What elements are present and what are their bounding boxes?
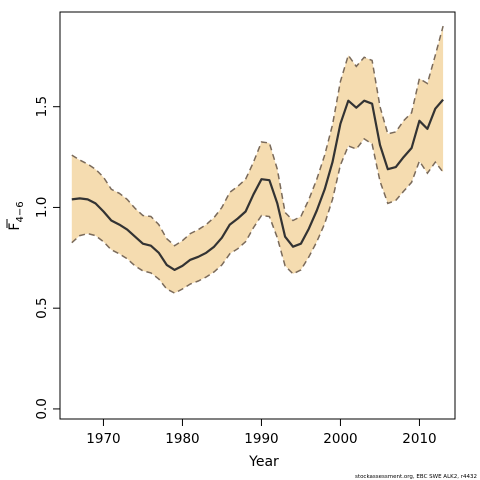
x-axis-title: Year [248,454,279,470]
y-axis-title: F4−6 [6,201,26,231]
lower-bound-line [71,137,444,294]
y-axis-title-main: F [7,223,23,231]
y-axis-title-subscript: 4−6 [15,201,26,222]
x-tick-label: 2010 [402,431,436,447]
x-tick-label: 1980 [165,431,199,447]
credit-text: stockassessment.org, EBC SWE ALK2, r4432 [355,474,477,480]
estimate-line [71,98,444,271]
x-axis: 1970 1980 1990 2000 2010 [86,419,437,447]
y-tick-label: 1.5 [34,96,50,117]
y-axis: 0.0 0.5 1.0 1.5 [34,96,60,420]
svg-text:F4−6: F4−6 [7,201,26,230]
confidence-band [71,26,444,294]
x-tick-label: 1970 [86,431,120,447]
x-tick-label: 1990 [244,431,278,447]
y-tick-label: 0.5 [34,297,50,318]
y-tick-label: 1.0 [34,197,50,218]
x-tick-label: 2000 [323,431,357,447]
upper-bound-line [71,25,444,247]
plot-frame [59,11,456,420]
y-tick-label: 0.0 [34,398,50,419]
